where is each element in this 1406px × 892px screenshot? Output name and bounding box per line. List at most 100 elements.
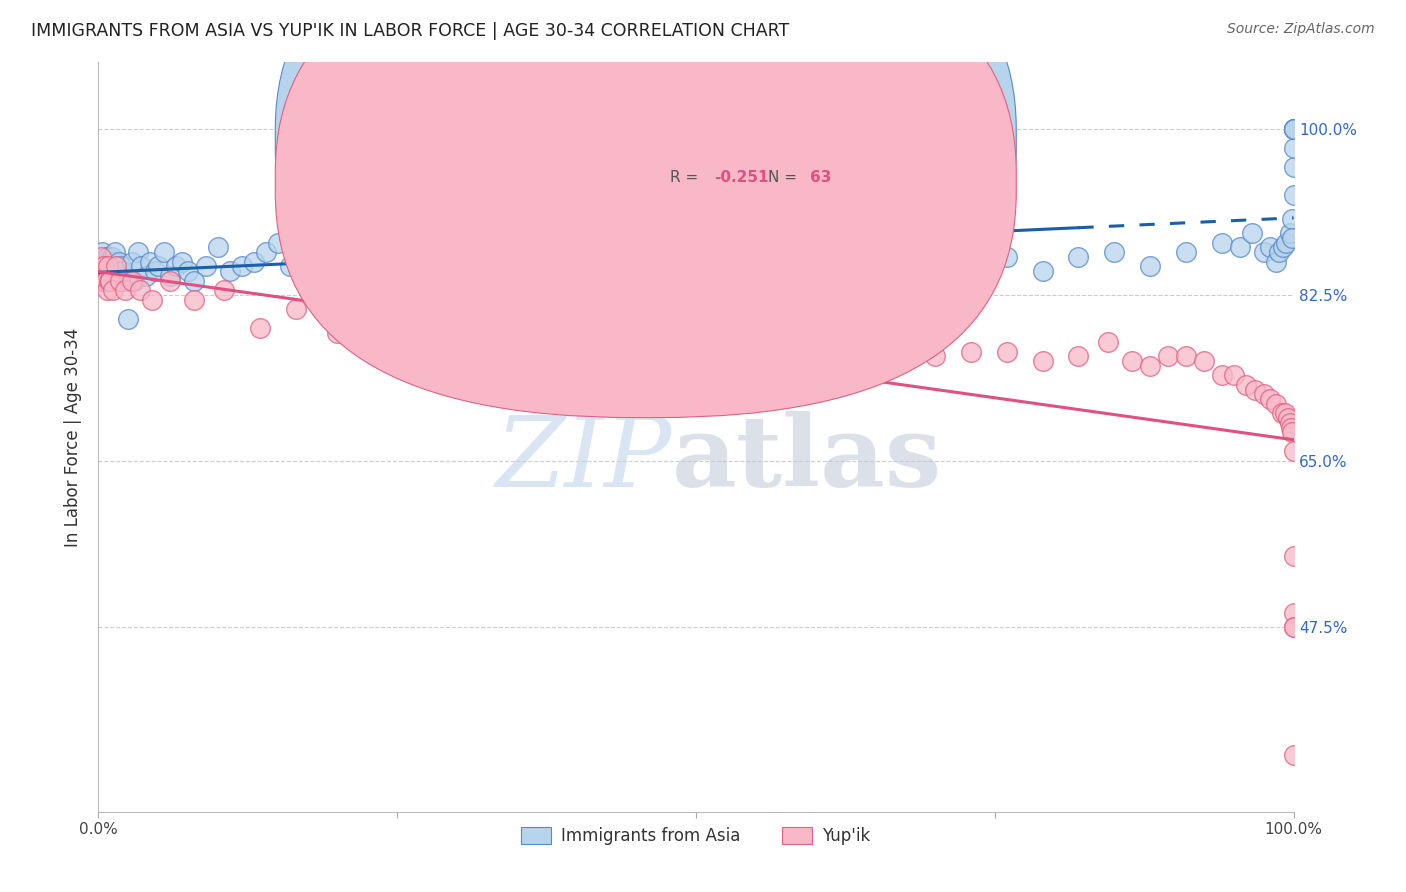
Y-axis label: In Labor Force | Age 30-34: In Labor Force | Age 30-34	[65, 327, 83, 547]
Point	[98, 274, 121, 288]
Point	[212, 283, 235, 297]
Point	[159, 274, 181, 288]
Point	[506, 245, 529, 260]
Point	[101, 283, 124, 297]
Text: R =: R =	[669, 170, 697, 186]
Point	[1271, 240, 1294, 254]
Point	[607, 335, 630, 350]
Point	[1277, 411, 1299, 425]
Point	[114, 274, 136, 288]
Point	[93, 260, 115, 274]
Point	[254, 245, 277, 260]
Point	[98, 274, 122, 288]
Point	[344, 254, 367, 268]
Point	[1104, 245, 1126, 260]
Point	[124, 274, 146, 288]
Text: IMMIGRANTS FROM ASIA VS YUP'IK IN LABOR FORCE | AGE 30-34 CORRELATION CHART: IMMIGRANTS FROM ASIA VS YUP'IK IN LABOR …	[31, 22, 789, 40]
Point	[374, 321, 396, 335]
Point	[91, 245, 114, 260]
Point	[183, 274, 205, 288]
Point	[100, 260, 122, 274]
Point	[91, 254, 114, 268]
Point	[745, 240, 768, 254]
Point	[841, 335, 863, 350]
Point	[1274, 406, 1296, 420]
Point	[1282, 121, 1305, 136]
Point	[1192, 354, 1215, 368]
Point	[1244, 383, 1267, 397]
Point	[1282, 160, 1305, 174]
Point	[326, 240, 349, 254]
Point	[195, 260, 218, 274]
Point	[475, 250, 498, 264]
Text: Source: ZipAtlas.com: Source: ZipAtlas.com	[1227, 22, 1375, 37]
Point	[267, 235, 290, 250]
Point	[177, 264, 200, 278]
Point	[536, 260, 558, 274]
Point	[141, 293, 163, 307]
Point	[165, 260, 187, 274]
Point	[1067, 250, 1090, 264]
Point	[1223, 368, 1246, 383]
Point	[94, 274, 117, 288]
Point	[1282, 141, 1305, 155]
Point	[91, 264, 114, 278]
Point	[1282, 606, 1305, 620]
Point	[101, 274, 124, 288]
Text: -0.251: -0.251	[714, 170, 769, 186]
Text: 63: 63	[810, 170, 831, 186]
Point	[1282, 747, 1305, 762]
Point	[114, 283, 136, 297]
Point	[1282, 188, 1305, 202]
Point	[1253, 387, 1275, 401]
Point	[101, 264, 124, 278]
Point	[1229, 240, 1251, 254]
Point	[995, 344, 1018, 359]
Point	[93, 268, 115, 283]
Point	[139, 254, 162, 268]
Point	[97, 260, 120, 274]
Point	[94, 250, 117, 264]
Point	[91, 260, 114, 274]
Point	[602, 254, 624, 268]
Point	[1268, 245, 1291, 260]
Point	[108, 274, 131, 288]
Point	[107, 254, 129, 268]
Point	[1032, 264, 1054, 278]
Point	[98, 260, 121, 274]
Point	[1282, 121, 1305, 136]
Point	[98, 268, 121, 283]
Point	[1253, 245, 1275, 260]
Point	[1282, 121, 1305, 136]
Point	[90, 250, 112, 264]
Text: N =: N =	[768, 170, 797, 186]
Point	[1234, 378, 1257, 392]
Point	[1157, 350, 1180, 364]
Point	[709, 250, 731, 264]
Point	[1278, 226, 1301, 240]
Text: atlas: atlas	[672, 411, 942, 508]
Point	[1271, 406, 1294, 420]
FancyBboxPatch shape	[276, 0, 1017, 375]
Point	[219, 264, 242, 278]
Point	[427, 335, 450, 350]
Point	[1067, 350, 1090, 364]
Point	[153, 245, 176, 260]
Point	[1281, 425, 1303, 440]
Point	[924, 254, 946, 268]
Point	[315, 250, 337, 264]
Point	[117, 311, 139, 326]
Point	[100, 250, 122, 264]
FancyBboxPatch shape	[276, 0, 1017, 417]
Point	[1211, 235, 1233, 250]
Legend: Immigrants from Asia, Yup'ik: Immigrants from Asia, Yup'ik	[515, 821, 877, 852]
Point	[1279, 420, 1302, 434]
Point	[111, 264, 134, 278]
Point	[1281, 231, 1303, 245]
Point	[90, 254, 112, 268]
Point	[1282, 620, 1305, 634]
Text: 0.272: 0.272	[714, 128, 762, 142]
Point	[673, 264, 696, 278]
Point	[183, 293, 205, 307]
Point	[121, 254, 143, 268]
